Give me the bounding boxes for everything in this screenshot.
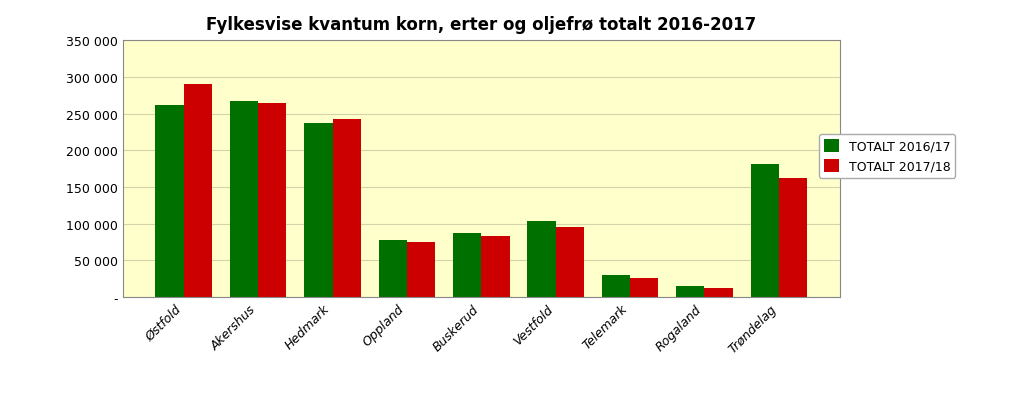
Bar xyxy=(258,104,287,297)
Bar xyxy=(156,106,183,297)
Bar xyxy=(183,85,212,297)
Bar xyxy=(779,179,807,297)
Bar xyxy=(705,288,733,297)
Bar xyxy=(630,278,658,297)
Bar xyxy=(556,228,584,297)
Bar xyxy=(527,221,556,297)
Title: Fylkesvise kvantum korn, erter og oljefrø totalt 2016-2017: Fylkesvise kvantum korn, erter og oljefr… xyxy=(206,16,757,34)
Legend: TOTALT 2016/17, TOTALT 2017/18: TOTALT 2016/17, TOTALT 2017/18 xyxy=(818,135,955,178)
Bar xyxy=(481,237,510,297)
Bar xyxy=(751,164,779,297)
Bar xyxy=(602,275,630,297)
Bar xyxy=(453,233,481,297)
Bar xyxy=(333,120,360,297)
Bar xyxy=(407,242,435,297)
Bar xyxy=(379,240,407,297)
Bar xyxy=(676,286,705,297)
Bar xyxy=(304,124,333,297)
Bar xyxy=(229,101,258,297)
